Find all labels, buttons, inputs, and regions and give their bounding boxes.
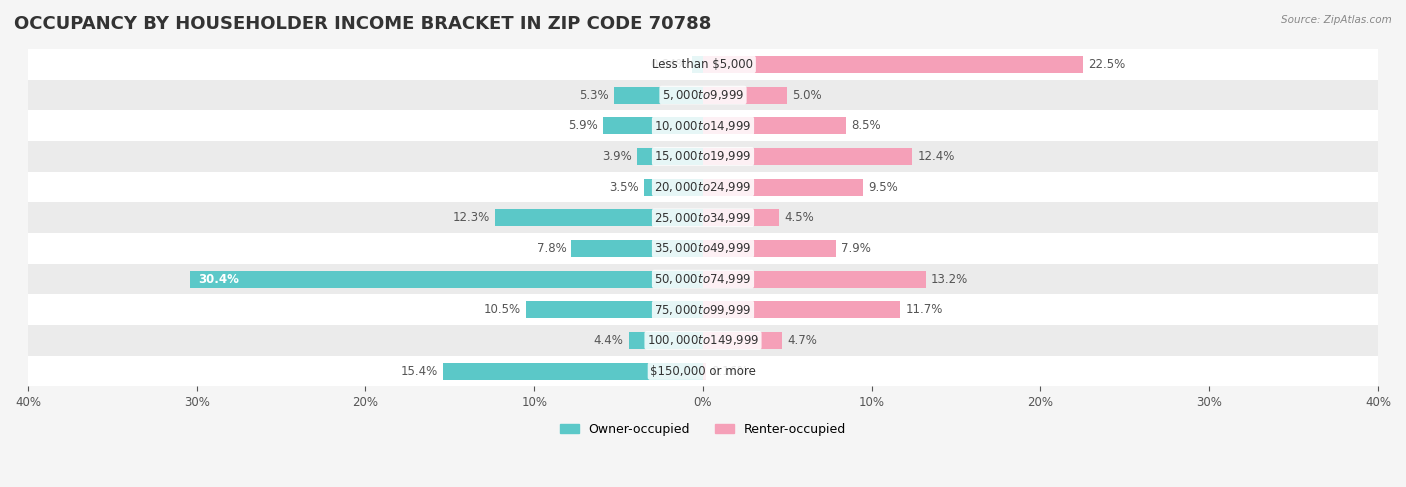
Bar <box>28 264 1378 295</box>
Bar <box>703 179 863 195</box>
Bar <box>28 141 1378 172</box>
Text: $25,000 to $34,999: $25,000 to $34,999 <box>654 211 752 225</box>
Bar <box>628 332 703 349</box>
Text: 22.5%: 22.5% <box>1088 58 1125 71</box>
Bar <box>613 87 703 104</box>
Bar <box>28 49 1378 80</box>
Text: 11.7%: 11.7% <box>905 303 943 316</box>
Bar <box>603 117 703 134</box>
Text: 5.9%: 5.9% <box>568 119 599 132</box>
Text: 3.5%: 3.5% <box>609 181 638 193</box>
Bar <box>703 363 706 379</box>
Bar <box>703 117 846 134</box>
Text: 5.0%: 5.0% <box>793 89 823 102</box>
Text: $75,000 to $99,999: $75,000 to $99,999 <box>654 303 752 317</box>
Bar <box>28 172 1378 203</box>
Bar <box>703 148 912 165</box>
Bar <box>571 240 703 257</box>
Bar <box>443 363 703 379</box>
Text: 4.5%: 4.5% <box>785 211 814 224</box>
Bar <box>703 301 900 318</box>
Text: 7.8%: 7.8% <box>537 242 567 255</box>
Bar <box>28 233 1378 264</box>
Text: 15.4%: 15.4% <box>401 365 439 377</box>
Text: $50,000 to $74,999: $50,000 to $74,999 <box>654 272 752 286</box>
Bar <box>28 111 1378 141</box>
Bar <box>28 295 1378 325</box>
Text: 10.5%: 10.5% <box>484 303 520 316</box>
Text: $35,000 to $49,999: $35,000 to $49,999 <box>654 242 752 255</box>
Text: 0.16%: 0.16% <box>711 365 748 377</box>
Bar <box>644 179 703 195</box>
Text: $5,000 to $9,999: $5,000 to $9,999 <box>662 88 744 102</box>
Text: 9.5%: 9.5% <box>869 181 898 193</box>
Bar <box>692 56 703 73</box>
Text: 4.4%: 4.4% <box>593 334 624 347</box>
Bar <box>703 56 1083 73</box>
Bar <box>190 271 703 287</box>
Text: 0.64%: 0.64% <box>650 58 688 71</box>
Bar <box>28 325 1378 356</box>
Bar <box>28 203 1378 233</box>
Text: $150,000 or more: $150,000 or more <box>650 365 756 377</box>
Text: OCCUPANCY BY HOUSEHOLDER INCOME BRACKET IN ZIP CODE 70788: OCCUPANCY BY HOUSEHOLDER INCOME BRACKET … <box>14 15 711 33</box>
Bar <box>703 271 925 287</box>
Text: 4.7%: 4.7% <box>787 334 817 347</box>
Legend: Owner-occupied, Renter-occupied: Owner-occupied, Renter-occupied <box>555 418 851 441</box>
Text: $15,000 to $19,999: $15,000 to $19,999 <box>654 150 752 164</box>
Bar <box>526 301 703 318</box>
Text: $10,000 to $14,999: $10,000 to $14,999 <box>654 119 752 133</box>
Text: Less than $5,000: Less than $5,000 <box>652 58 754 71</box>
Text: 8.5%: 8.5% <box>852 119 882 132</box>
Text: 30.4%: 30.4% <box>198 273 239 285</box>
Text: 12.3%: 12.3% <box>453 211 491 224</box>
Bar <box>703 209 779 226</box>
Text: 5.3%: 5.3% <box>579 89 609 102</box>
Bar <box>703 332 782 349</box>
Bar <box>703 240 837 257</box>
Text: 12.4%: 12.4% <box>917 150 955 163</box>
Text: $20,000 to $24,999: $20,000 to $24,999 <box>654 180 752 194</box>
Text: 3.9%: 3.9% <box>602 150 633 163</box>
Text: 7.9%: 7.9% <box>841 242 872 255</box>
Bar <box>703 87 787 104</box>
Bar <box>495 209 703 226</box>
Text: Source: ZipAtlas.com: Source: ZipAtlas.com <box>1281 15 1392 25</box>
Bar <box>28 356 1378 386</box>
Text: $100,000 to $149,999: $100,000 to $149,999 <box>647 334 759 347</box>
Bar <box>28 80 1378 111</box>
Text: 13.2%: 13.2% <box>931 273 969 285</box>
Bar <box>637 148 703 165</box>
